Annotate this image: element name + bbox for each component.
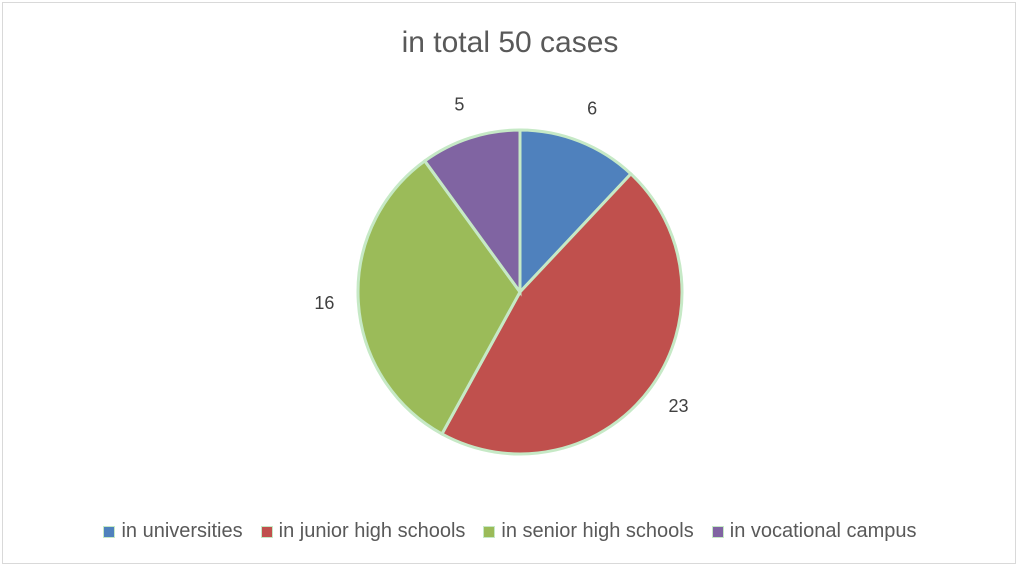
legend-item-vocational: in vocational campus xyxy=(711,520,917,543)
legend-swatch-vocational xyxy=(711,525,724,538)
legend-item-universities: in universities xyxy=(103,520,243,543)
pie-slice-senior-high xyxy=(356,158,522,437)
legend-swatch-junior-high xyxy=(260,525,273,538)
pie-slice-universities xyxy=(518,128,634,296)
legend-item-senior-high: in senior high schools xyxy=(483,520,694,543)
chart-title: in total 50 cases xyxy=(401,26,619,59)
legend-label-senior-high: in senior high schools xyxy=(501,520,694,542)
pie-slices xyxy=(356,128,684,456)
legend-item-junior-high: in junior high schools xyxy=(260,520,466,543)
pie-slice-vocational xyxy=(422,128,522,297)
data-label-universities: 6 xyxy=(587,99,597,119)
legend-label-junior-high: in junior high schools xyxy=(278,520,466,542)
data-label-vocational: 5 xyxy=(454,94,464,114)
data-labels: 6 23 16 5 xyxy=(314,94,688,416)
pie-slice-junior-high xyxy=(439,171,684,456)
data-label-senior-high: 16 xyxy=(314,293,334,313)
data-label-junior-high: 23 xyxy=(669,396,689,416)
legend-label-vocational: in vocational campus xyxy=(729,520,917,542)
legend-label-universities: in universities xyxy=(121,520,243,542)
legend-swatch-universities xyxy=(103,525,116,538)
legend-swatch-senior-high xyxy=(483,525,496,538)
chart-legend: in universities in junior high schools i… xyxy=(0,520,1020,543)
